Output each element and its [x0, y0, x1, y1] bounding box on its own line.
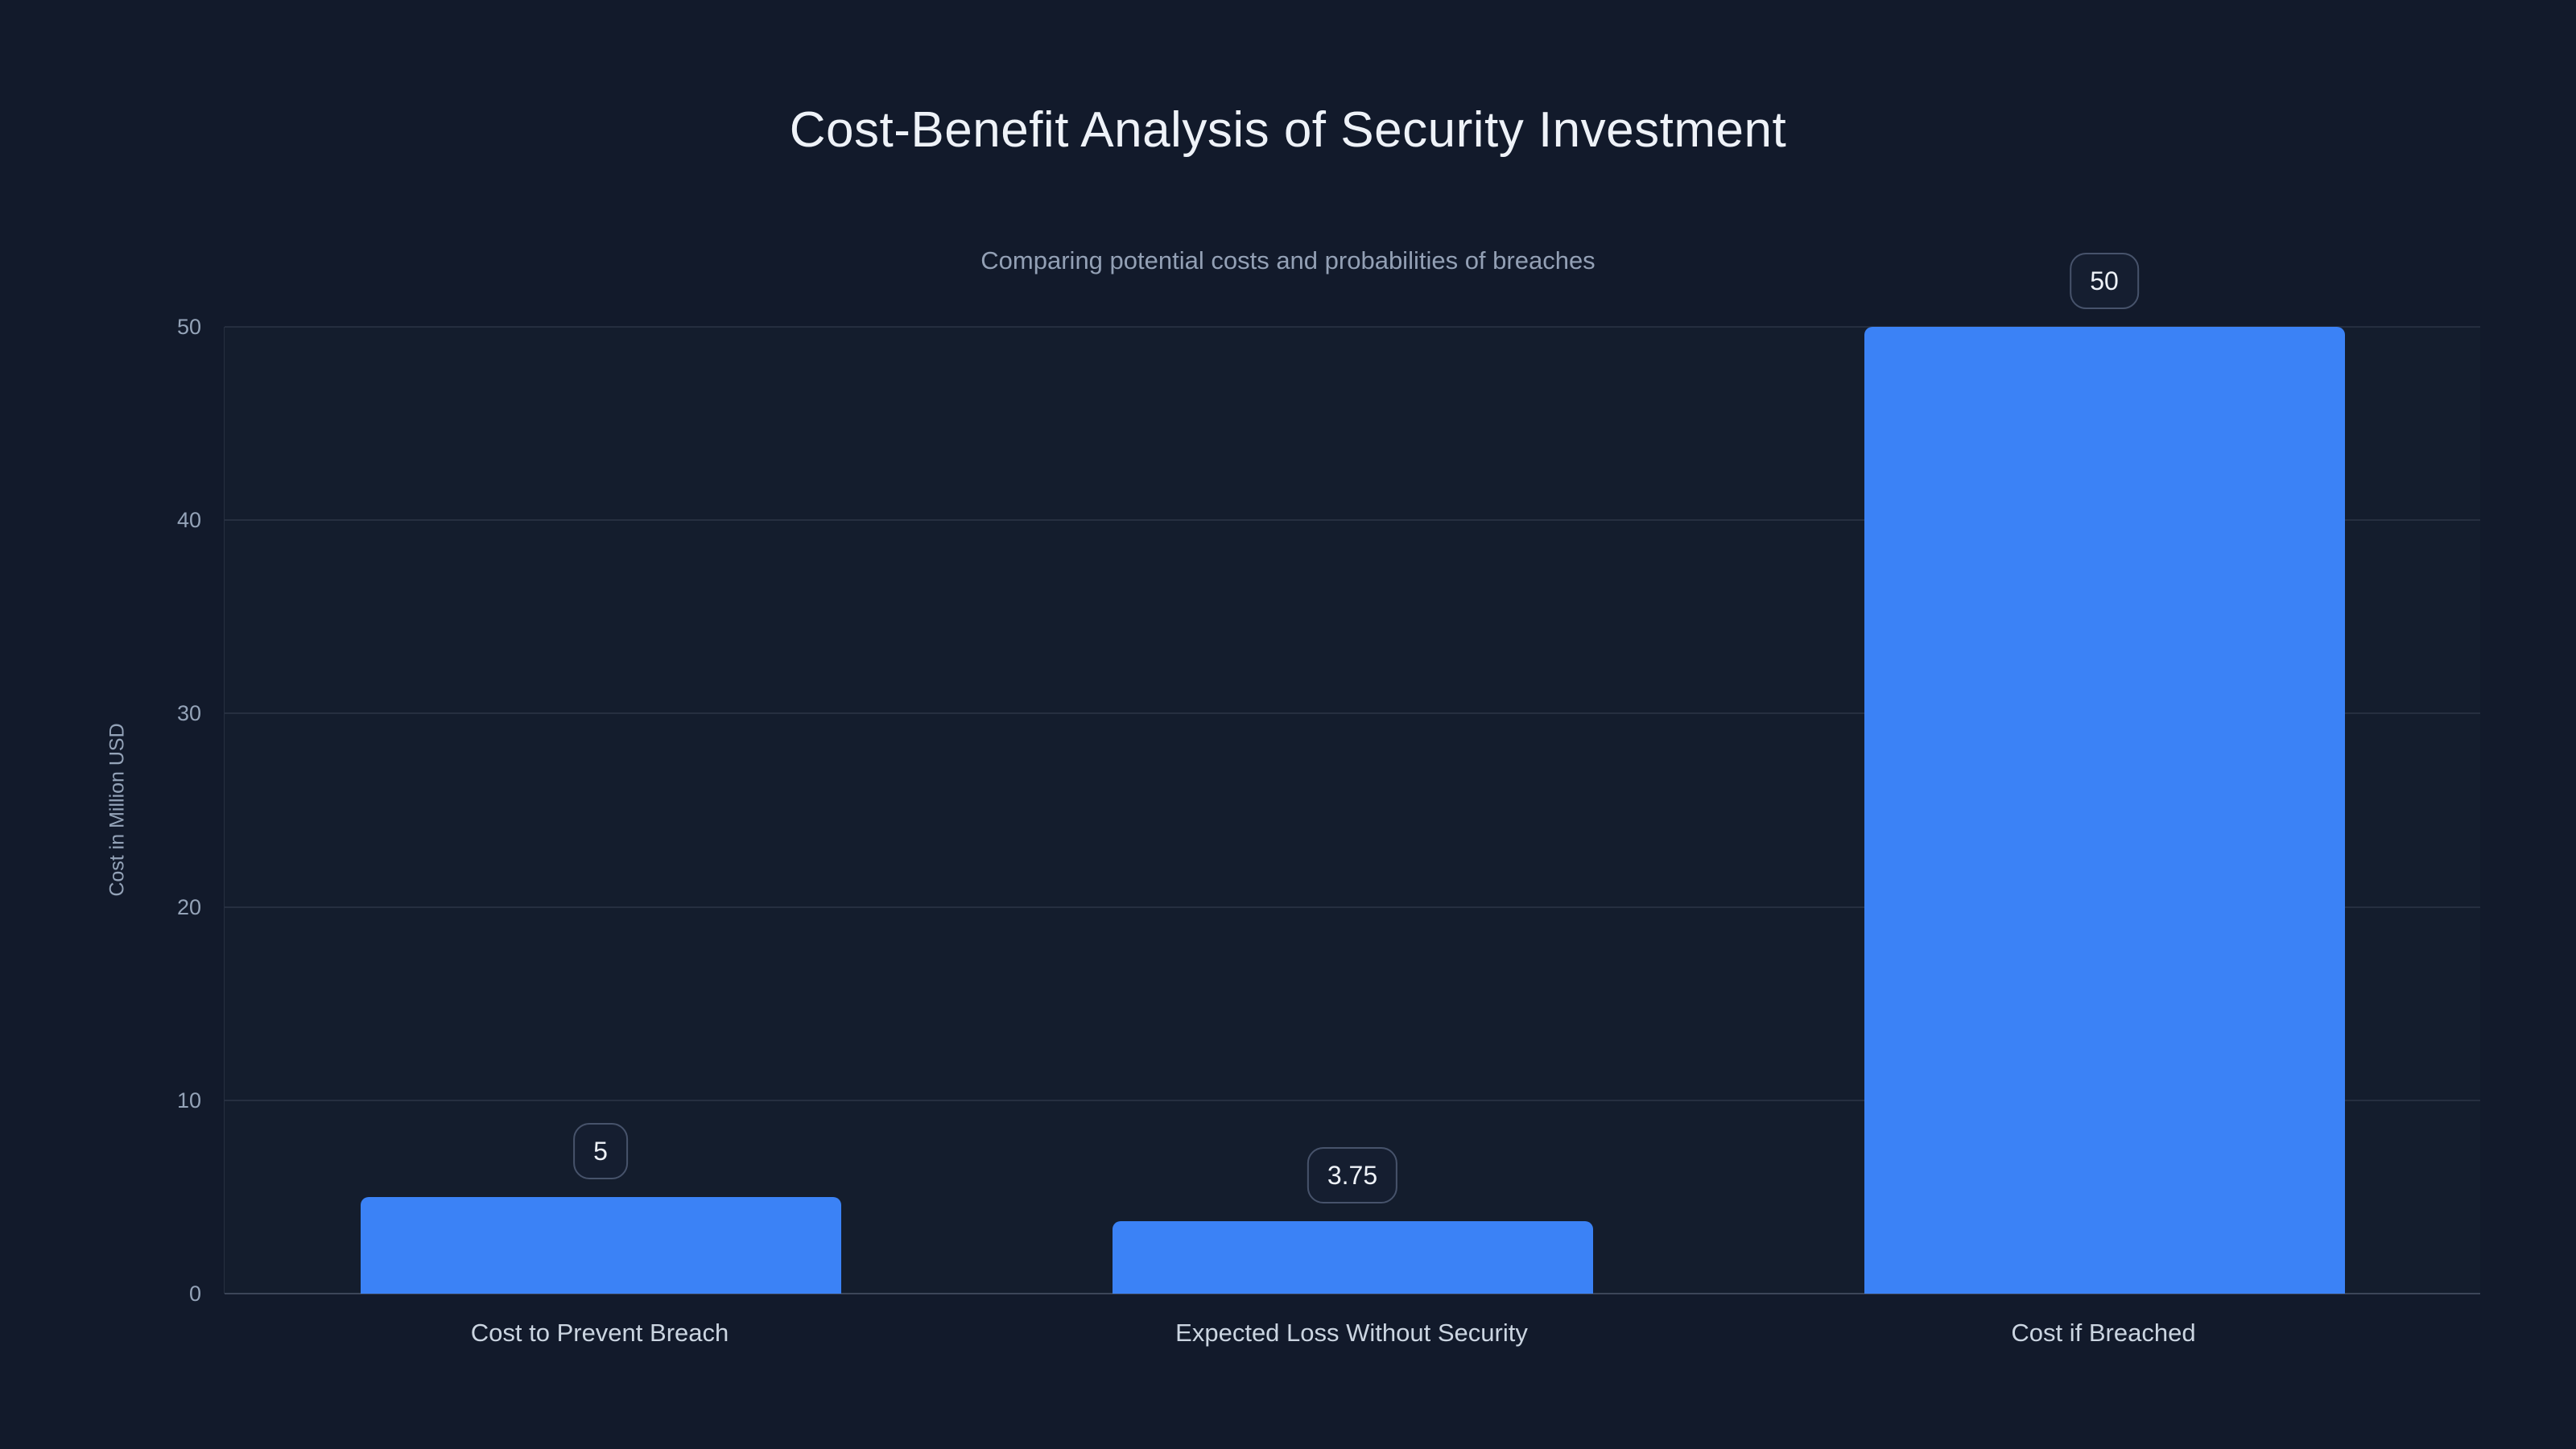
chart-subtitle: Comparing potential costs and probabilit… [980, 246, 1596, 275]
chart-title: Cost-Benefit Analysis of Security Invest… [789, 102, 1787, 158]
bar-expected-loss-without-security[interactable] [1112, 1220, 1593, 1294]
y-tick-label-40: 40 [176, 508, 201, 533]
value-badge-cost-if-breached: 50 [2070, 253, 2139, 309]
y-tick-label-20: 20 [176, 894, 201, 919]
y-axis-title: Cost in Million USD [105, 723, 129, 897]
gridline-40 [225, 519, 2480, 522]
bar-cost-if-breached[interactable] [1864, 327, 2345, 1294]
gridline-10 [225, 1099, 2480, 1101]
y-tick-label-0: 0 [188, 1282, 201, 1306]
plot-area: 5 3.75 50 [224, 253, 2480, 1294]
x-axis-line [225, 1293, 2480, 1294]
gridline-20 [225, 906, 2480, 908]
value-badge-cost-to-prevent-breach: 5 [573, 1122, 628, 1179]
y-tick-label-10: 10 [176, 1088, 201, 1113]
y-tick-label-50: 50 [176, 315, 201, 339]
gridline-30 [225, 712, 2480, 715]
category-label-cost-to-prevent-breach: Cost to Prevent Breach [470, 1319, 729, 1347]
category-label-cost-if-breached: Cost if Breached [2011, 1319, 2196, 1347]
gridline-50 [225, 326, 2480, 328]
category-label-expected-loss-without-security: Expected Loss Without Security [1175, 1319, 1528, 1347]
value-badge-expected-loss-without-security: 3.75 [1307, 1146, 1398, 1203]
y-tick-label-30: 30 [176, 701, 201, 726]
bar-cost-to-prevent-breach[interactable] [360, 1196, 841, 1294]
